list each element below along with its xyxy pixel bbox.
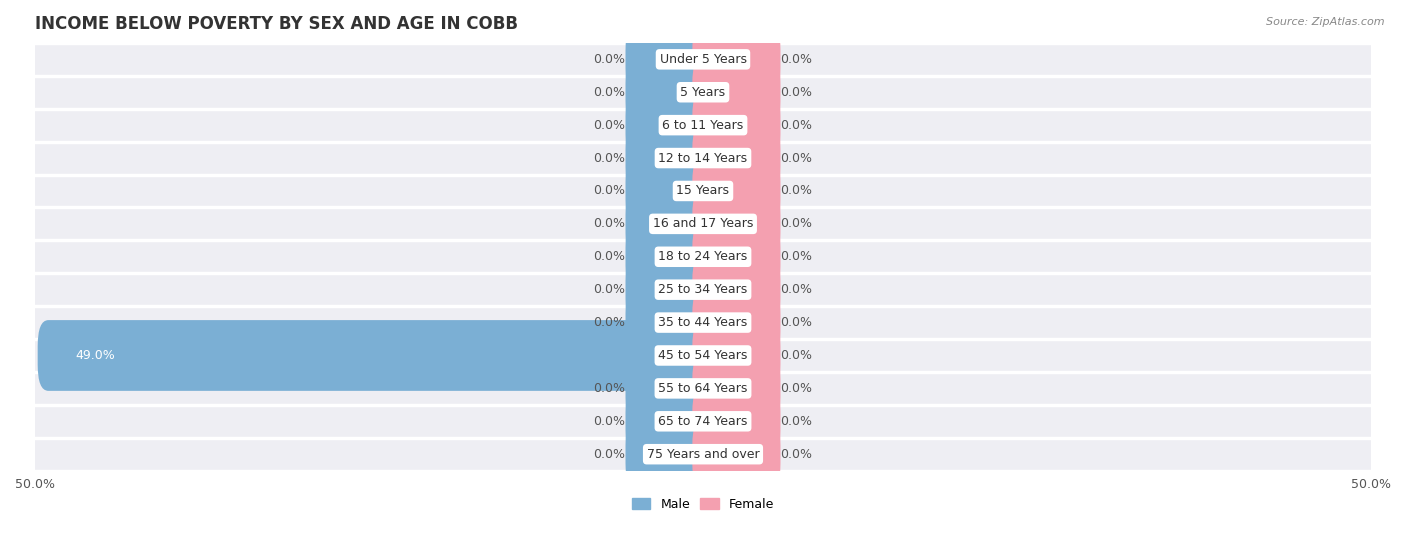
FancyBboxPatch shape <box>692 122 780 193</box>
Text: 0.0%: 0.0% <box>593 250 626 263</box>
FancyBboxPatch shape <box>692 287 780 358</box>
Bar <box>35 273 1371 306</box>
FancyBboxPatch shape <box>692 221 780 292</box>
FancyBboxPatch shape <box>626 287 714 358</box>
FancyBboxPatch shape <box>692 188 780 259</box>
FancyBboxPatch shape <box>626 155 714 226</box>
FancyBboxPatch shape <box>626 353 714 424</box>
Text: Source: ZipAtlas.com: Source: ZipAtlas.com <box>1267 17 1385 27</box>
Text: 0.0%: 0.0% <box>780 415 813 428</box>
Text: 12 to 14 Years: 12 to 14 Years <box>658 151 748 164</box>
Text: Under 5 Years: Under 5 Years <box>659 53 747 66</box>
Bar <box>35 405 1371 438</box>
FancyBboxPatch shape <box>626 188 714 259</box>
FancyBboxPatch shape <box>626 386 714 457</box>
FancyBboxPatch shape <box>626 90 714 160</box>
FancyBboxPatch shape <box>692 320 780 391</box>
Text: 35 to 44 Years: 35 to 44 Years <box>658 316 748 329</box>
FancyBboxPatch shape <box>692 24 780 94</box>
Text: 0.0%: 0.0% <box>780 448 813 461</box>
Text: 65 to 74 Years: 65 to 74 Years <box>658 415 748 428</box>
FancyBboxPatch shape <box>692 254 780 325</box>
Text: 49.0%: 49.0% <box>75 349 115 362</box>
Text: 0.0%: 0.0% <box>593 316 626 329</box>
Text: 18 to 24 Years: 18 to 24 Years <box>658 250 748 263</box>
Text: 6 to 11 Years: 6 to 11 Years <box>662 119 744 132</box>
Text: 0.0%: 0.0% <box>593 53 626 66</box>
Text: 25 to 34 Years: 25 to 34 Years <box>658 283 748 296</box>
FancyBboxPatch shape <box>626 57 714 127</box>
Bar <box>35 240 1371 273</box>
Text: 0.0%: 0.0% <box>593 119 626 132</box>
Text: 0.0%: 0.0% <box>780 349 813 362</box>
Bar <box>35 207 1371 240</box>
Text: 0.0%: 0.0% <box>780 250 813 263</box>
Bar <box>35 372 1371 405</box>
Text: INCOME BELOW POVERTY BY SEX AND AGE IN COBB: INCOME BELOW POVERTY BY SEX AND AGE IN C… <box>35 15 517 33</box>
Bar <box>35 108 1371 141</box>
Text: 0.0%: 0.0% <box>593 448 626 461</box>
Text: 16 and 17 Years: 16 and 17 Years <box>652 217 754 230</box>
Text: 45 to 54 Years: 45 to 54 Years <box>658 349 748 362</box>
Text: 5 Years: 5 Years <box>681 86 725 99</box>
FancyBboxPatch shape <box>626 254 714 325</box>
Text: 0.0%: 0.0% <box>780 86 813 99</box>
Text: 0.0%: 0.0% <box>593 283 626 296</box>
FancyBboxPatch shape <box>38 320 714 391</box>
Text: 0.0%: 0.0% <box>593 382 626 395</box>
FancyBboxPatch shape <box>626 221 714 292</box>
Text: 0.0%: 0.0% <box>780 119 813 132</box>
Text: 0.0%: 0.0% <box>593 217 626 230</box>
Text: 55 to 64 Years: 55 to 64 Years <box>658 382 748 395</box>
FancyBboxPatch shape <box>692 419 780 490</box>
Bar <box>35 339 1371 372</box>
Text: 0.0%: 0.0% <box>593 184 626 197</box>
Text: 0.0%: 0.0% <box>593 151 626 164</box>
Bar <box>35 306 1371 339</box>
Bar <box>35 438 1371 471</box>
Text: 15 Years: 15 Years <box>676 184 730 197</box>
Text: 0.0%: 0.0% <box>593 86 626 99</box>
FancyBboxPatch shape <box>626 24 714 94</box>
Legend: Male, Female: Male, Female <box>627 492 779 516</box>
Text: 0.0%: 0.0% <box>780 316 813 329</box>
FancyBboxPatch shape <box>692 57 780 127</box>
Text: 0.0%: 0.0% <box>593 415 626 428</box>
Text: 0.0%: 0.0% <box>780 53 813 66</box>
Text: 75 Years and over: 75 Years and over <box>647 448 759 461</box>
FancyBboxPatch shape <box>692 386 780 457</box>
Text: 0.0%: 0.0% <box>780 184 813 197</box>
Bar <box>35 76 1371 108</box>
FancyBboxPatch shape <box>692 155 780 226</box>
Text: 0.0%: 0.0% <box>780 382 813 395</box>
Text: 0.0%: 0.0% <box>780 283 813 296</box>
FancyBboxPatch shape <box>626 419 714 490</box>
FancyBboxPatch shape <box>626 122 714 193</box>
Bar <box>35 141 1371 174</box>
Bar <box>35 43 1371 76</box>
Text: 0.0%: 0.0% <box>780 151 813 164</box>
Bar <box>35 174 1371 207</box>
FancyBboxPatch shape <box>692 353 780 424</box>
Text: 0.0%: 0.0% <box>780 217 813 230</box>
FancyBboxPatch shape <box>692 90 780 160</box>
